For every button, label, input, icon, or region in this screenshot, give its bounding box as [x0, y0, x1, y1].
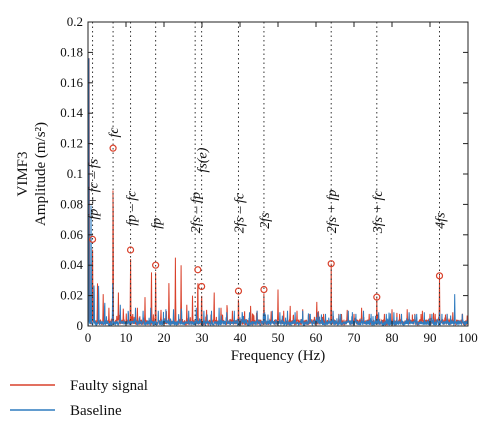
peak-marker [234, 287, 243, 295]
y-tick-label: 0.16 [60, 75, 83, 90]
x-tick-label: 60 [310, 330, 323, 345]
annotations: fp + fc – fs fc fp – fc fp 2fs – fp fs(e) 2fs … [87, 22, 449, 326]
x-tick-label: 10 [120, 330, 133, 345]
plot-area [88, 58, 468, 326]
peak-marker [194, 266, 202, 274]
x-tick-label: 30 [196, 330, 209, 345]
annotation-label: fp – fc [125, 190, 140, 226]
annotation-label: 2fs – fc [232, 192, 247, 233]
annotation-label: 4fs [434, 212, 449, 229]
annotation-label: fp [150, 218, 165, 229]
annotation-label: 3fs + fc [371, 190, 386, 235]
peak-marker [88, 235, 97, 243]
x-axis-label: Frequency (Hz) [231, 348, 326, 364]
y-axis-label-top: VIMF3 [15, 151, 31, 196]
peak-marker [327, 260, 335, 268]
peak-marker [152, 261, 160, 269]
y-tick-label: 0.1 [67, 166, 83, 181]
x-tick-label: 50 [272, 330, 285, 345]
y-tick-label: 0.02 [60, 288, 83, 303]
y-tick-label: 0.18 [60, 44, 83, 59]
x-tick-label: 90 [424, 330, 437, 345]
y-tick-label: 0.2 [67, 14, 83, 29]
peak-marker [198, 282, 206, 291]
axes-frame [87, 21, 469, 327]
y-tick-label: 0 [77, 318, 84, 333]
annotation-label: fc [107, 127, 122, 138]
x-tick-label: 100 [458, 330, 478, 345]
peak-marker [260, 285, 268, 294]
peak-marker [109, 144, 117, 152]
y-tick-label: 0.14 [60, 105, 83, 120]
axes: 0 10 20 30 40 50 60 70 80 90 100 0 0.02 0.04 0.06 0.08 0… [15, 14, 478, 364]
x-tick-label: 40 [234, 330, 247, 345]
peak-marker [435, 272, 444, 280]
y-tick-label: 0.04 [60, 257, 83, 272]
annotation-label: fs(e) [196, 147, 211, 172]
annotation-label: 2fs [258, 212, 273, 229]
annotation-label: 2fs – fp [189, 192, 204, 233]
x-tick-label: 80 [386, 330, 399, 345]
y-axis-label: Amplitude (m/s²) [33, 122, 49, 226]
legend-label: Baseline [70, 403, 122, 419]
x-tick-label: 20 [158, 330, 171, 345]
peak-marker [126, 246, 135, 254]
series-line-baseline [88, 58, 468, 326]
legend-label: Faulty signal [70, 378, 148, 394]
y-tick-label: 0.08 [60, 196, 83, 211]
x-tick-label: 0 [85, 330, 92, 345]
legend: Faulty signal Baseline [10, 378, 148, 419]
annotation-label: fp + fc – fs [87, 158, 102, 219]
annotation-label: 2fs + fp [325, 190, 340, 234]
peak-marker [373, 293, 381, 301]
x-tick-label: 70 [348, 330, 361, 345]
y-tick-label: 0.06 [60, 227, 83, 242]
series-line-faulty-signal [88, 58, 468, 326]
y-tick-label: 0.12 [60, 136, 83, 151]
